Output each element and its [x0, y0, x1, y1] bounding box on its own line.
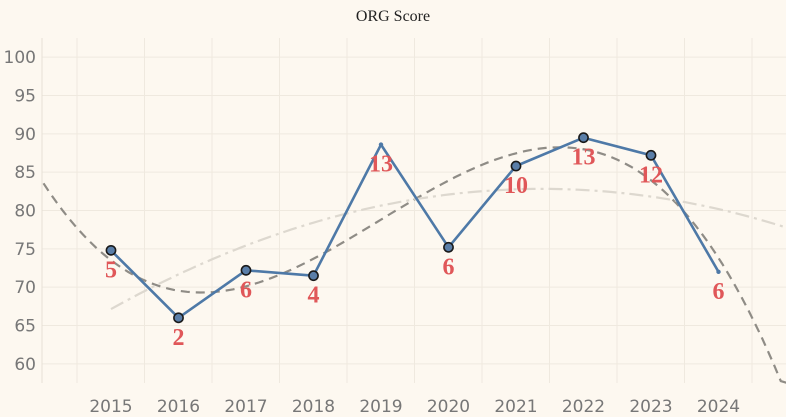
y-axis-ticks: 100 95 90 85 80 75 70 65 60: [4, 48, 36, 375]
data-point: [578, 132, 589, 144]
x-tick-label: 2023: [629, 397, 672, 417]
data-label: 5: [105, 257, 117, 283]
data-label: 13: [572, 145, 596, 171]
series-line: [110, 136, 720, 320]
trend-line: [42, 146, 786, 384]
data-point: [716, 269, 721, 275]
x-axis-ticks: 2015 2016 2017 2018 2019 2020 2021 2022 2023 2024: [89, 397, 740, 417]
data-label: 6: [713, 279, 725, 305]
x-tick-label: 2015: [89, 397, 132, 417]
y-tick-label: 60: [14, 355, 36, 375]
data-label: 6: [443, 254, 455, 280]
x-tick-label: 2016: [157, 397, 200, 417]
data-point: [173, 312, 184, 324]
data-point: [240, 264, 252, 276]
y-tick-label: 75: [14, 240, 36, 260]
data-label: 10: [504, 173, 528, 199]
data-point: [443, 241, 454, 253]
data-label: 13: [369, 152, 393, 178]
data-point: [105, 244, 117, 256]
x-tick-label: 2022: [562, 397, 605, 417]
y-tick-label: 95: [14, 87, 36, 107]
data-point: [308, 270, 319, 282]
y-tick-label: 65: [14, 317, 36, 337]
x-tick-label: 2024: [697, 397, 740, 417]
data-labels: 5 2 6 4 13 6 10 13 12 6: [105, 145, 725, 351]
x-tick-label: 2019: [359, 397, 402, 417]
y-tick-label: 85: [14, 163, 36, 183]
y-tick-label: 70: [14, 278, 36, 298]
trend-line: [110, 187, 786, 311]
trend-lines: [42, 146, 786, 384]
data-point: [645, 149, 657, 161]
x-tick-label: 2020: [427, 397, 470, 417]
data-label: 12: [639, 162, 663, 188]
data-point: [378, 142, 384, 147]
y-tick-label: 80: [14, 202, 36, 222]
y-tick-label: 100: [4, 48, 36, 68]
series: [105, 132, 721, 324]
x-tick-label: 2017: [224, 397, 267, 417]
grid: [41, 38, 786, 383]
data-label: 2: [173, 325, 185, 351]
x-tick-label: 2021: [494, 397, 537, 417]
x-tick-label: 2018: [292, 397, 335, 417]
data-label: 4: [308, 283, 320, 309]
data-label: 6: [240, 277, 252, 303]
y-tick-label: 90: [14, 125, 36, 145]
data-point: [510, 160, 522, 172]
chart-title: ORG Score: [356, 8, 430, 25]
